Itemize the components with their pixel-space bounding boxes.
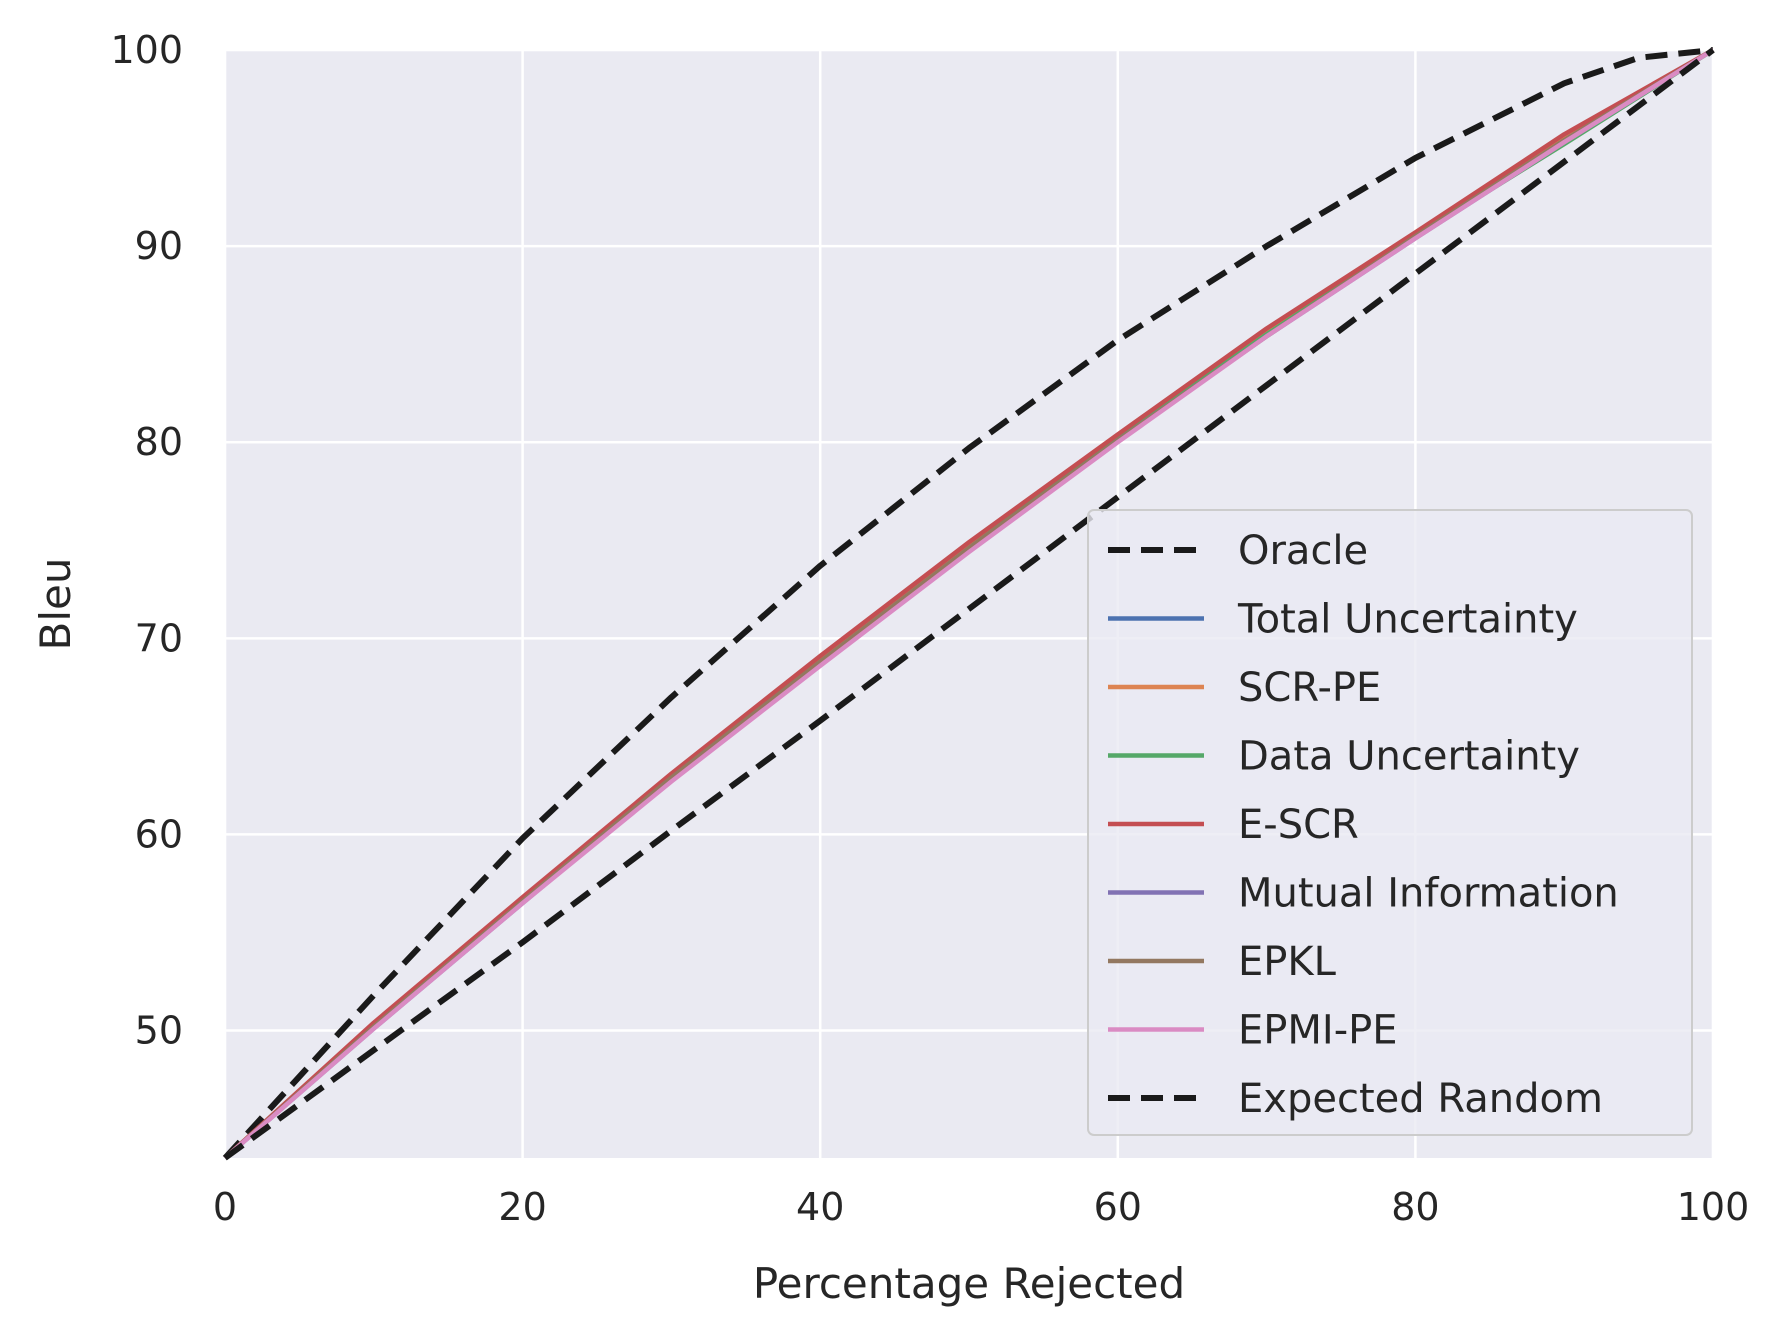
series-line-8 [223, 47, 1715, 1161]
legend-label: E-SCR [1238, 802, 1359, 848]
legend-label: SCR-PE [1238, 665, 1381, 711]
legend: Oracle Total Uncertainty SCR-PE Data Uncert… [1087, 509, 1693, 1136]
x-tick-label: 60 [1094, 1185, 1142, 1229]
legend-label: Data Uncertainty [1238, 734, 1580, 780]
legend-box [1087, 509, 1693, 1136]
y-tick-label: 70 [135, 616, 183, 660]
y-tick-label: 90 [135, 224, 183, 268]
y-tick-label: 50 [135, 1009, 183, 1053]
legend-label: Oracle [1238, 528, 1368, 574]
y-tick-label: 60 [135, 812, 183, 856]
x-tick-labels: 0 20 40 60 80 100 [213, 1185, 1749, 1229]
series-line-0 [222, 47, 1714, 1161]
grid-lines [223, 48, 1715, 1158]
x-tick-label: 80 [1391, 1185, 1439, 1229]
series-line-4 [223, 48, 1715, 1160]
y-tick-label: 100 [110, 28, 183, 72]
series-line-7 [223, 48, 1715, 1160]
legend-label: Expected Random [1238, 1076, 1603, 1122]
y-axis-label: Bleu [31, 558, 80, 651]
x-tick-label: 40 [796, 1185, 844, 1229]
series-lines [222, 47, 1715, 1161]
legend-label: Mutual Information [1238, 871, 1619, 917]
y-tick-labels: 50 60 70 80 90 100 [110, 28, 183, 1053]
x-axis-label: Percentage Rejected [753, 1259, 1185, 1308]
x-tick-label: 100 [1677, 1185, 1750, 1229]
x-tick-label: 20 [498, 1185, 546, 1229]
legend-label: Total Uncertainty [1237, 597, 1578, 643]
legend-label: EPMI-PE [1238, 1008, 1398, 1054]
y-tick-label: 80 [135, 420, 183, 464]
x-tick-label: 0 [213, 1185, 237, 1229]
legend-label: EPKL [1238, 939, 1337, 985]
